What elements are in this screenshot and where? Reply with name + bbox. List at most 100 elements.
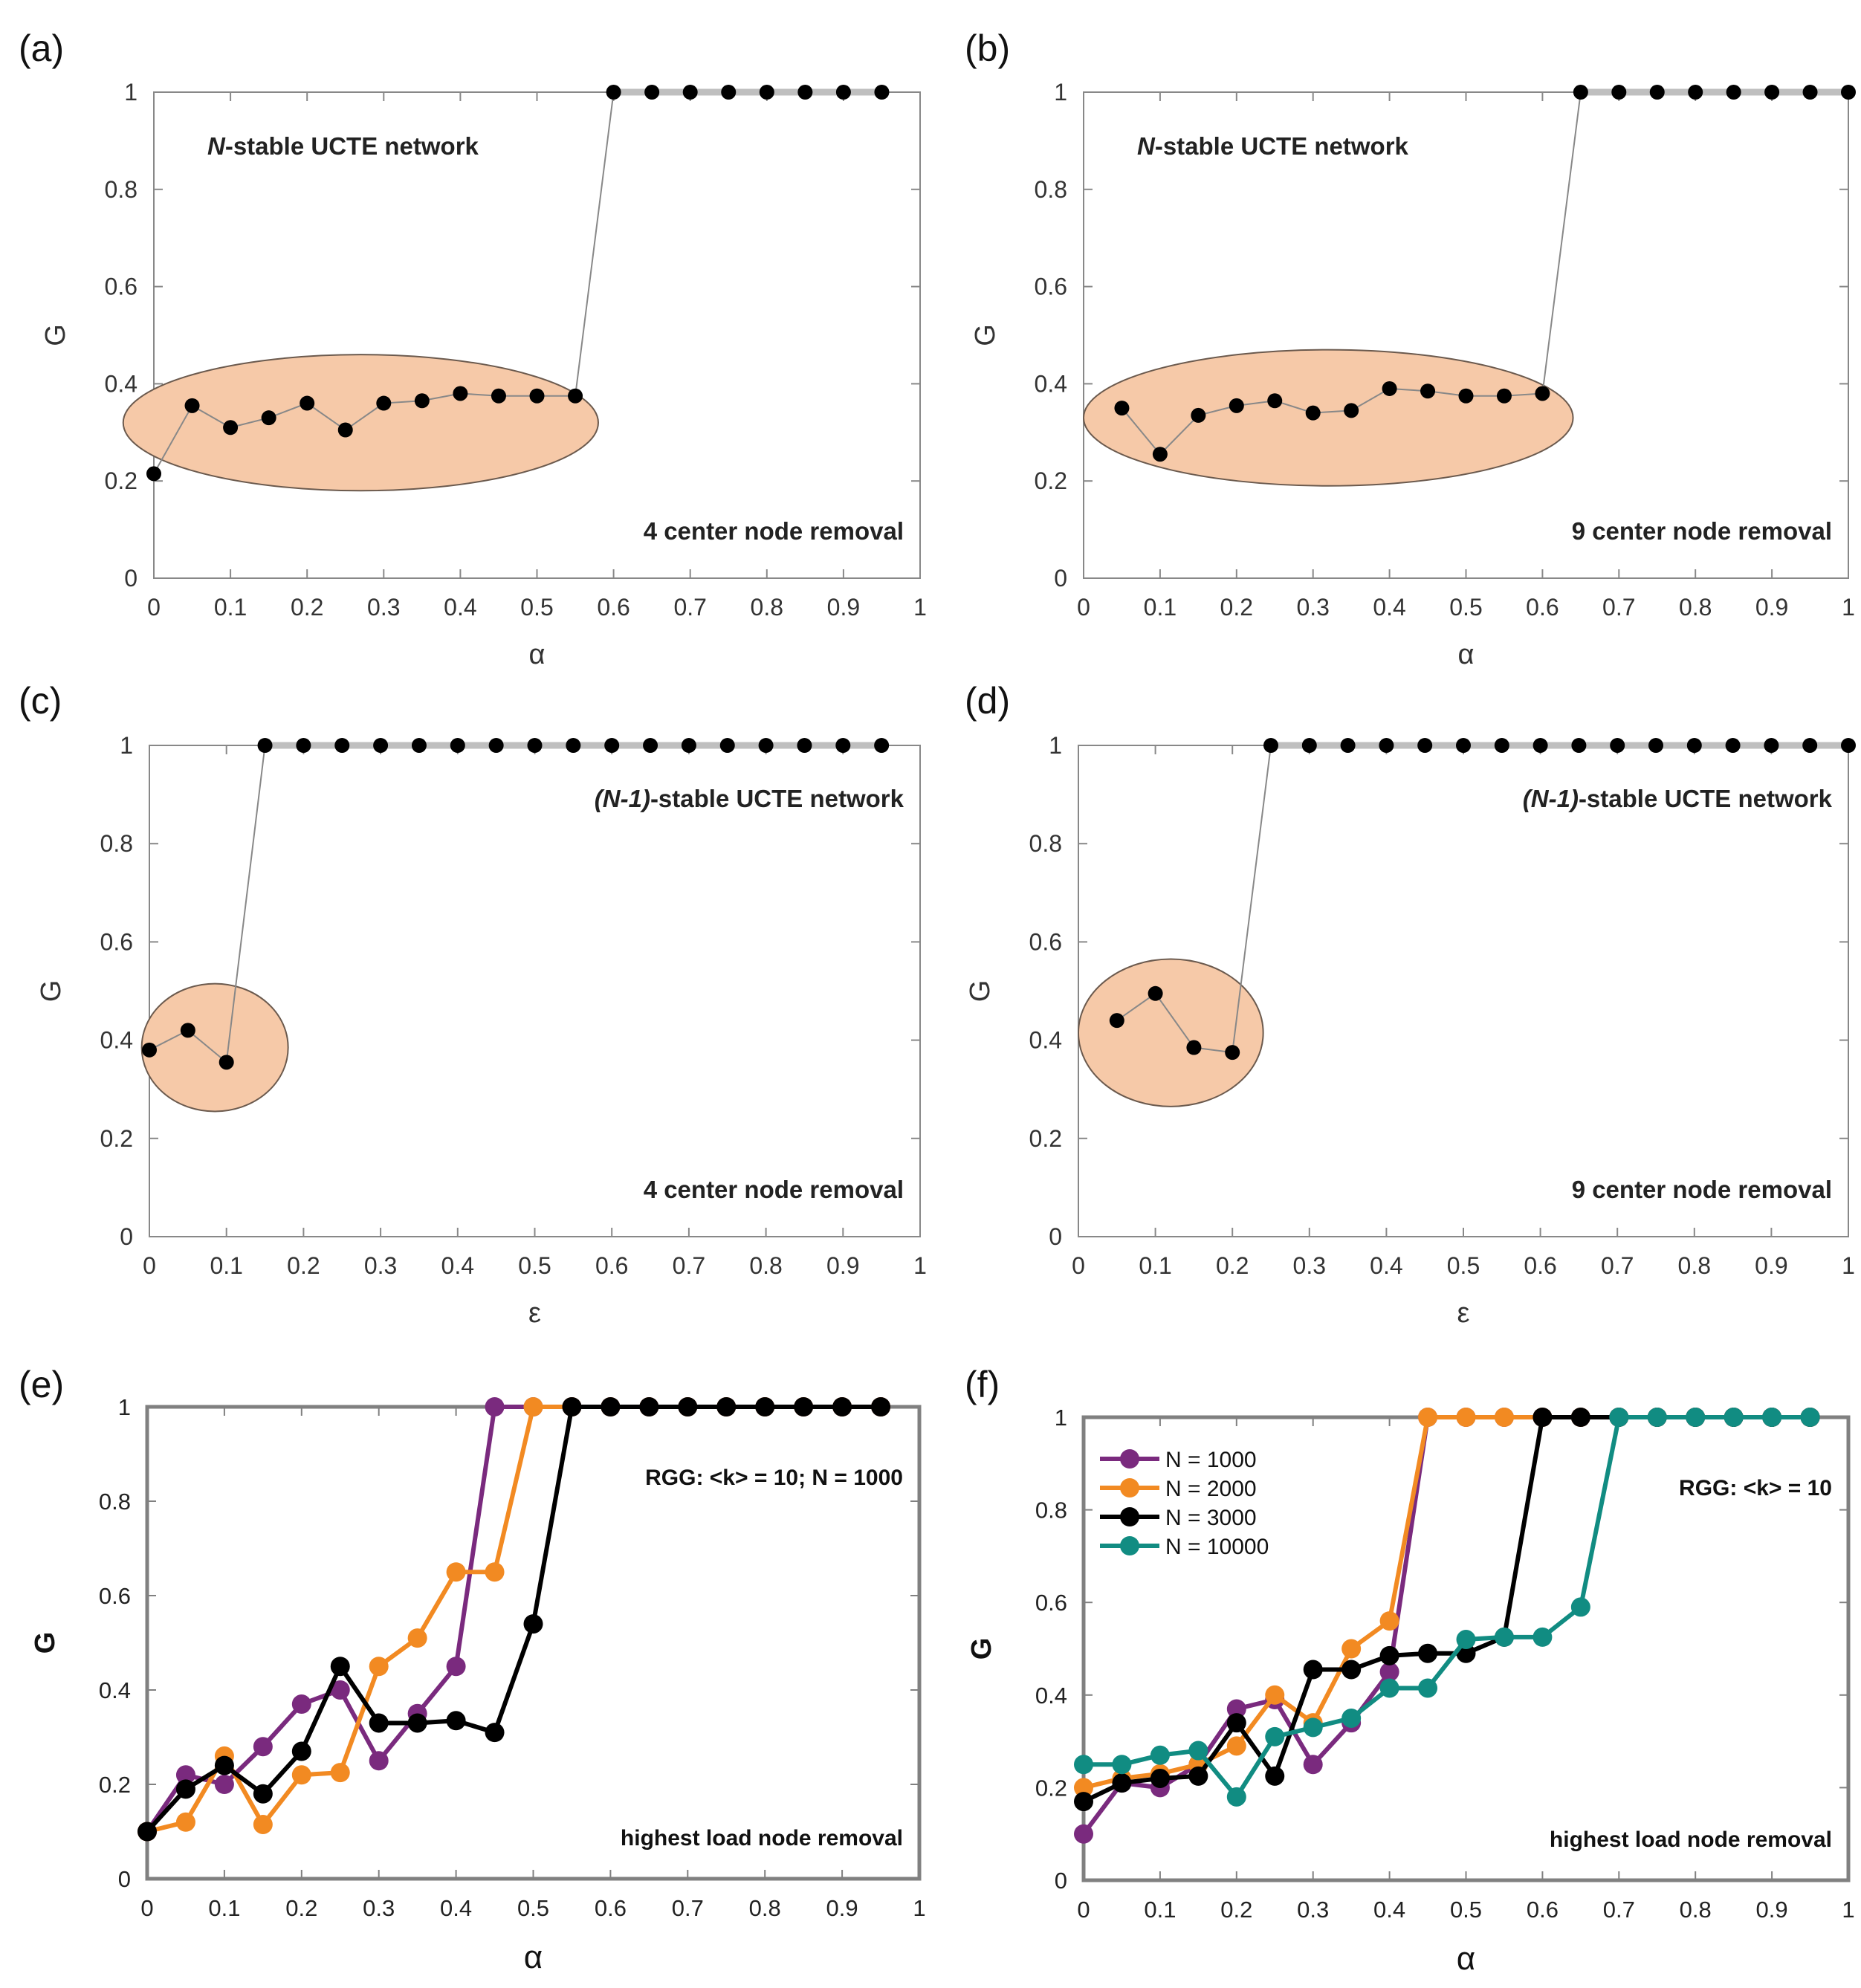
data-point: [1344, 403, 1359, 418]
y-tick-label: 0.8: [1035, 1498, 1067, 1524]
data-point: [530, 389, 545, 404]
x-tick-label: 0.2: [1220, 1897, 1252, 1923]
annotation-italic-part: N: [207, 132, 226, 160]
data-point: [797, 738, 812, 753]
y-tick-label: 0: [1055, 1868, 1067, 1894]
annotation-rest: -stable UCTE network: [1155, 132, 1409, 160]
data-point: [874, 85, 889, 100]
data-point: [1191, 408, 1205, 423]
highlight-ellipse: [142, 984, 288, 1112]
x-tick-label: 0.1: [1139, 1252, 1171, 1279]
data-point: [373, 738, 388, 753]
data-point: [376, 396, 391, 411]
data-point: [258, 738, 273, 753]
data-point: [835, 738, 850, 753]
data-point: [338, 423, 353, 438]
data-point-purple: [215, 1775, 234, 1794]
figure-canvas: (a)0 0.1 0.2 0.3 0.4 0.5 0.6 0.7 0.8 0.9 100.20.40…: [0, 0, 1861, 1988]
y-tick-label: 0.6: [1035, 1590, 1067, 1616]
data-point-orange: [524, 1397, 543, 1416]
annotation-italic-part: (N-1): [595, 785, 650, 812]
data-point: [181, 1023, 195, 1037]
legend-label: N = 2000: [1165, 1477, 1257, 1501]
annotation-italic-part: N: [1137, 132, 1156, 160]
data-point-black: [447, 1711, 466, 1730]
y-tick-label: 0.8: [1035, 176, 1067, 203]
y-tick-label: 0.4: [99, 1677, 131, 1703]
data-point: [1495, 738, 1509, 753]
y-tick-label: 0.8: [1029, 830, 1062, 857]
data-point: [296, 738, 311, 753]
x-tick-label: 0.9: [826, 1252, 859, 1279]
data-point-teal: [1380, 1678, 1399, 1697]
panel-e: (e)0 0.1 0.2 0.3 0.4 0.5 0.6 0.7 0.8 0.9 100.20.40…: [19, 1364, 926, 1975]
x-tick-label: 1: [913, 1895, 925, 1921]
y-tick-label: 0.4: [100, 1027, 133, 1054]
x-tick-label: 0.8: [749, 1895, 781, 1921]
data-point-teal: [1648, 1408, 1667, 1427]
x-tick-label: 0.1: [210, 1252, 242, 1279]
x-tick-label: 0.8: [1680, 1897, 1712, 1923]
data-point: [1533, 738, 1548, 753]
data-point: [1648, 738, 1663, 753]
data-point: [223, 420, 238, 435]
data-point: [1417, 738, 1432, 753]
data-point: [489, 738, 504, 753]
x-tick-label: 0.3: [367, 594, 400, 621]
annotation-rest: -stable UCTE network: [1579, 785, 1833, 812]
data-point-teal: [1341, 1709, 1361, 1728]
panel-label: (e): [19, 1364, 64, 1405]
plot-frame: [149, 745, 920, 1237]
y-tick-label: 0: [124, 565, 137, 592]
x-tick-label: 0.5: [1449, 594, 1482, 621]
x-tick-label: 0.6: [595, 1252, 628, 1279]
data-point: [1110, 1013, 1124, 1028]
highlight-ellipse: [123, 354, 598, 490]
data-point-black: [678, 1397, 697, 1416]
data-point-orange: [1227, 1736, 1246, 1755]
y-tick-label: 0.2: [1035, 1775, 1067, 1801]
data-point-orange: [331, 1763, 350, 1782]
data-point: [1802, 738, 1817, 753]
x-tick-label: 0.8: [749, 1252, 782, 1279]
panel-b: (b) 0 0.1 0.2 0.3 0.4 0.5 0.6 0.7 0.8 0.9 1 0 0.2 0.4 0…: [965, 27, 1856, 670]
data-point: [1459, 389, 1474, 404]
data-point: [1841, 85, 1856, 100]
y-tick-label: 1: [1055, 1405, 1067, 1431]
data-point-black: [562, 1397, 581, 1416]
x-tick-label: 0.3: [364, 1252, 397, 1279]
x-tick-label: 0.8: [1679, 594, 1712, 621]
data-point: [1302, 738, 1317, 753]
data-point-purple: [485, 1397, 505, 1416]
data-point-black: [871, 1397, 890, 1416]
y-axis-label: G: [40, 324, 71, 346]
data-point: [146, 466, 161, 481]
data-point-orange: [1495, 1408, 1514, 1427]
y-axis-label: G: [970, 324, 1001, 346]
data-point: [334, 738, 349, 753]
x-tick-label: 1: [1842, 1252, 1855, 1279]
data-point-orange: [292, 1765, 311, 1784]
y-tick-label: 1: [1049, 732, 1062, 759]
data-point-teal: [1686, 1408, 1705, 1427]
data-point-purple: [1304, 1755, 1323, 1774]
x-axis-label: α: [1457, 1940, 1475, 1977]
y-tick-label: 0.2: [99, 1772, 131, 1798]
plot-frame: [1084, 92, 1848, 578]
data-point: [683, 85, 698, 100]
x-tick-label: 0.7: [673, 594, 706, 621]
x-tick-label: 0.7: [673, 1252, 705, 1279]
legend-label: N = 10000: [1165, 1535, 1269, 1559]
data-point-teal: [1801, 1408, 1820, 1427]
series-line-orange: [1084, 1417, 1810, 1787]
x-tick-label: 0.7: [1601, 1252, 1634, 1279]
x-tick-label: 0.2: [1216, 1252, 1249, 1279]
data-point-teal: [1495, 1628, 1514, 1647]
panel-f: (f)0 0.1 0.2 0.3 0.4 0.5 0.6 0.7 0.8 0.9 100.20.40…: [965, 1364, 1855, 1977]
data-point-purple: [292, 1694, 311, 1714]
y-tick-label: 0.2: [100, 1125, 133, 1152]
x-tick-label: 0.5: [517, 1895, 549, 1921]
x-tick-label: 0: [1077, 1897, 1090, 1923]
y-axis-label: G: [30, 1632, 61, 1654]
data-point-teal: [1724, 1408, 1744, 1427]
